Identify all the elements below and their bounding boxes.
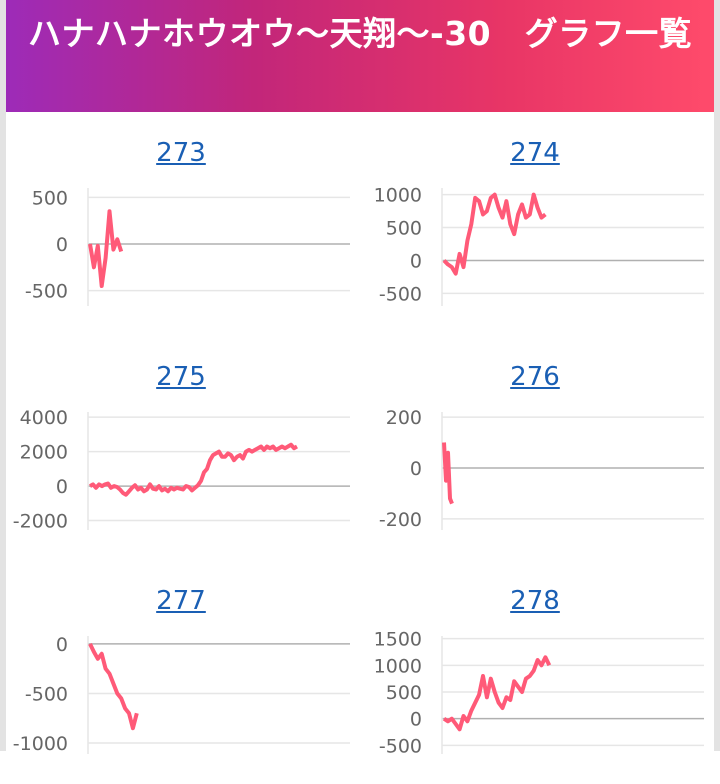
chart-278: 1500 1000 500 0 -500 bbox=[374, 629, 704, 757]
chart-title-link-273[interactable]: 273 bbox=[156, 138, 206, 168]
series-line bbox=[442, 192, 547, 276]
chart-cell-278: 278 1500 1000 500 0 -500 bbox=[360, 560, 710, 784]
y-tick-label: 0 bbox=[410, 250, 422, 272]
y-tick-label: 0 bbox=[56, 476, 68, 498]
chart-title-link-276[interactable]: 276 bbox=[510, 362, 560, 392]
chart-cell-273: 273 500 0 -500 bbox=[6, 112, 356, 336]
y-tick-label: -500 bbox=[25, 281, 68, 303]
chart-title-link-277[interactable]: 277 bbox=[156, 586, 206, 616]
y-tick-label: 0 bbox=[410, 709, 422, 731]
y-tick-label: 500 bbox=[386, 682, 422, 704]
chart-cell-274: 274 1000 500 0 -500 bbox=[360, 112, 710, 336]
page-header: ハナハナホウオウ〜天翔〜-30 グラフ一覧 bbox=[6, 0, 714, 112]
series-line bbox=[89, 442, 298, 497]
left-frame bbox=[0, 0, 6, 751]
series-line bbox=[442, 442, 454, 505]
chart-273: 500 0 -500 bbox=[25, 187, 350, 306]
y-tick-label: 0 bbox=[56, 234, 68, 256]
series-line bbox=[88, 643, 139, 731]
chart-275: 4000 2000 0 -2000 bbox=[13, 407, 350, 533]
y-tick-label: 500 bbox=[386, 218, 422, 240]
y-tick-label: 1000 bbox=[374, 185, 422, 207]
y-tick-label: 200 bbox=[386, 407, 422, 429]
y-tick-label: -2000 bbox=[13, 511, 68, 533]
y-tick-label: -200 bbox=[379, 509, 422, 531]
y-tick-label: 0 bbox=[410, 458, 422, 480]
y-tick-label: -500 bbox=[379, 283, 422, 305]
y-tick-label: 1500 bbox=[374, 629, 422, 651]
chart-title-link-278[interactable]: 278 bbox=[510, 586, 560, 616]
y-tick-label: -1000 bbox=[13, 733, 68, 755]
y-tick-label: 2000 bbox=[20, 442, 68, 464]
chart-cell-277: 277 0 -500 -1000 bbox=[6, 560, 356, 784]
chart-276: 200 0 -200 bbox=[379, 407, 704, 531]
page-title: ハナハナホウオウ〜天翔〜-30 グラフ一覧 bbox=[28, 14, 693, 53]
right-frame bbox=[714, 0, 720, 751]
chart-title-link-275[interactable]: 275 bbox=[156, 362, 206, 392]
chart-title-link-274[interactable]: 274 bbox=[510, 138, 560, 168]
y-tick-label: 4000 bbox=[20, 407, 68, 429]
chart-grid: 273 500 0 -500 274 1000 500 0 -500 275 4000 20… bbox=[6, 112, 714, 757]
chart-277: 0 -500 -1000 bbox=[13, 634, 350, 755]
y-tick-label: 0 bbox=[56, 634, 68, 656]
chart-cell-275: 275 4000 2000 0 -2000 bbox=[6, 336, 356, 560]
chart-274: 1000 500 0 -500 bbox=[374, 185, 704, 306]
y-tick-label: -500 bbox=[379, 735, 422, 757]
y-tick-label: 500 bbox=[32, 187, 68, 209]
series-line bbox=[88, 209, 124, 288]
y-tick-label: 1000 bbox=[374, 655, 422, 677]
chart-cell-276: 276 200 0 -200 bbox=[360, 336, 710, 560]
y-tick-label: -500 bbox=[25, 683, 68, 705]
series-line bbox=[442, 655, 552, 732]
